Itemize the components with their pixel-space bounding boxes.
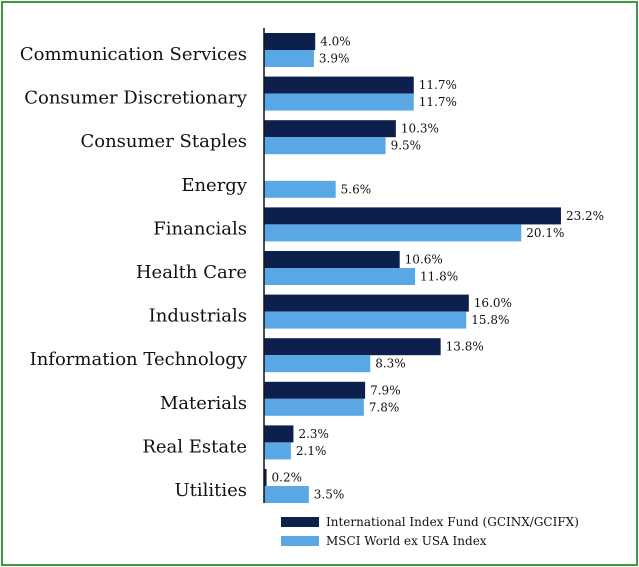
bar-fund-information-technology — [264, 338, 441, 356]
value-label-fund-real-estate: 2.3% — [298, 427, 329, 441]
category-label-health-care: Health Care — [136, 262, 247, 283]
value-label-fund-utilities: 0.2% — [272, 471, 303, 485]
legend-label-fund: International Index Fund (GCINX/GCIFX) — [326, 515, 579, 529]
bar-fund-consumer-staples — [264, 120, 396, 138]
value-label-fund-consumer-discretionary: 11.7% — [419, 78, 457, 92]
bar-index-real-estate — [264, 442, 291, 460]
bar-index-materials — [264, 398, 364, 416]
bar-index-energy — [264, 180, 336, 198]
value-label-index-consumer-staples: 9.5% — [391, 139, 422, 153]
value-label-index-utilities: 3.5% — [314, 488, 345, 502]
value-label-index-consumer-discretionary: 11.7% — [419, 95, 457, 109]
value-label-fund-communication-services: 4.0% — [320, 35, 351, 49]
value-label-fund-information-technology: 13.8% — [446, 340, 484, 354]
category-label-information-technology: Information Technology — [30, 349, 248, 370]
bar-fund-communication-services — [264, 33, 316, 50]
category-label-materials: Materials — [160, 393, 247, 414]
category-label-utilities: Utilities — [174, 480, 247, 501]
legend: International Index Fund (GCINX/GCIFX) M… — [281, 515, 579, 548]
category-label-financials: Financials — [153, 218, 247, 239]
value-label-index-industrials: 15.8% — [471, 313, 509, 327]
category-label-real-estate: Real Estate — [142, 436, 247, 457]
bar-index-communication-services — [264, 50, 314, 67]
bar-index-information-technology — [264, 355, 371, 373]
value-label-index-communication-services: 3.9% — [319, 52, 350, 66]
category-label-energy: Energy — [181, 175, 248, 196]
category-label-consumer-discretionary: Consumer Discretionary — [24, 88, 248, 109]
value-label-index-energy: 5.6% — [341, 182, 372, 196]
legend-label-index: MSCI World ex USA Index — [326, 534, 487, 548]
value-label-fund-health-care: 10.6% — [405, 253, 443, 267]
value-label-fund-materials: 7.9% — [370, 383, 401, 397]
value-label-fund-industrials: 16.0% — [474, 296, 512, 310]
value-label-fund-financials: 23.2% — [566, 209, 604, 223]
bar-fund-industrials — [264, 294, 469, 312]
bar-index-utilities — [264, 486, 309, 503]
bar-fund-consumer-discretionary — [264, 76, 414, 94]
bar-fund-materials — [264, 381, 366, 399]
bar-fund-health-care — [264, 251, 400, 268]
legend-swatch-index — [281, 536, 319, 546]
value-label-index-materials: 7.8% — [369, 400, 400, 414]
bar-index-consumer-discretionary — [264, 93, 414, 111]
value-label-index-real-estate: 2.1% — [296, 444, 327, 458]
category-label-industrials: Industrials — [149, 306, 247, 327]
value-label-index-information-technology: 8.3% — [375, 357, 406, 371]
category-label-consumer-staples: Consumer Staples — [80, 131, 247, 152]
legend-swatch-fund — [281, 517, 319, 527]
bar-index-health-care — [264, 268, 416, 285]
bars-layer: Communication Services 4.0% 3.9% Consumer D… — [20, 33, 604, 503]
bar-index-financials — [264, 224, 522, 242]
value-label-index-health-care: 11.8% — [420, 270, 458, 284]
bar-fund-real-estate — [264, 425, 294, 443]
value-label-index-financials: 20.1% — [526, 226, 564, 240]
category-label-communication-services: Communication Services — [20, 44, 247, 65]
bar-fund-utilities — [264, 469, 267, 486]
value-label-fund-consumer-staples: 10.3% — [401, 122, 439, 136]
bar-index-industrials — [264, 311, 467, 329]
bar-fund-financials — [264, 207, 561, 225]
bar-index-consumer-staples — [264, 137, 386, 155]
